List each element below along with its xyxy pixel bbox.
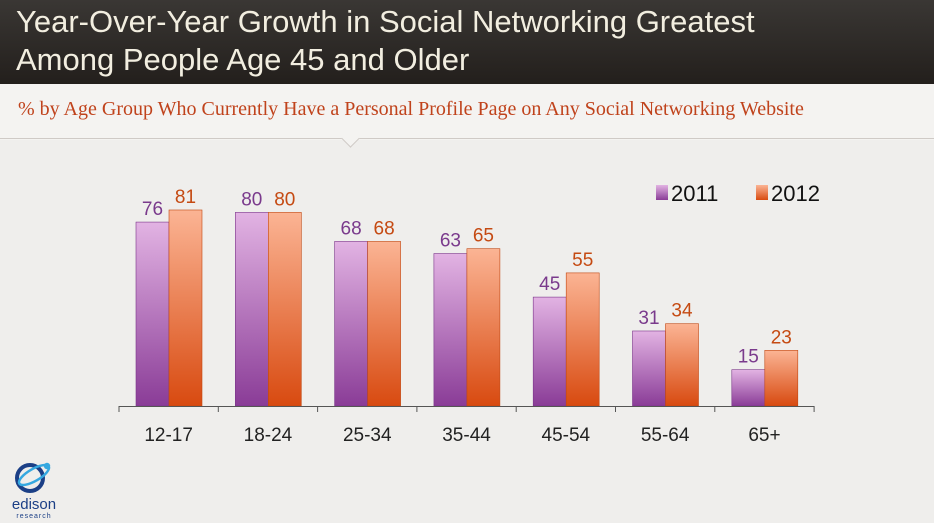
- value-label-2011-18-24: 80: [241, 189, 262, 210]
- value-label-2011-65+: 15: [738, 347, 759, 368]
- chart-title-line-2: Among People Age 45 and Older: [16, 42, 470, 77]
- value-label-2011-25-34: 68: [341, 218, 362, 239]
- subtitle-band: [0, 84, 934, 140]
- value-label-2011-35-44: 63: [440, 231, 461, 252]
- logo-wordmark: edison: [11, 496, 57, 513]
- legend-swatch-2012: [756, 185, 768, 200]
- subtitle-divider: [0, 138, 934, 139]
- bar-2012-65+: [764, 350, 799, 407]
- bar-2011-35-44: [433, 253, 468, 407]
- logo-tagline: research: [16, 513, 52, 520]
- x-tick-label-35-44: 35-44: [442, 425, 491, 446]
- edison-globe-icon: [15, 462, 51, 493]
- value-label-2012-12-17: 81: [175, 187, 196, 208]
- value-label-2012-35-44: 65: [473, 226, 494, 247]
- title-bar: Year-Over-Year Growth in Social Networki…: [0, 0, 934, 84]
- x-tick-label-45-54: 45-54: [542, 425, 591, 446]
- chart-title-line-1: Year-Over-Year Growth in Social Networki…: [16, 4, 755, 39]
- x-tick-label-18-24: 18-24: [244, 425, 293, 446]
- bar-2011-18-24: [235, 212, 269, 407]
- bar-2012-18-24: [267, 212, 302, 407]
- bar-2011-65+: [731, 369, 766, 407]
- legend-swatch-2011: [656, 185, 668, 200]
- bar-2012-35-44: [466, 248, 501, 407]
- legend: 2011 2012: [656, 181, 820, 206]
- bar-2011-25-34: [334, 241, 368, 407]
- value-label-2012-18-24: 80: [274, 189, 295, 210]
- bar-2012-12-17: [168, 209, 203, 407]
- x-tick-label-25-34: 25-34: [343, 425, 392, 446]
- bar-2012-55-64: [665, 323, 699, 407]
- legend-label-2012: 2012: [771, 181, 820, 206]
- value-label-2012-45-54: 55: [572, 250, 593, 271]
- bar-2011-55-64: [632, 330, 666, 407]
- value-label-2012-65+: 23: [771, 327, 792, 348]
- bar-2011-12-17: [135, 221, 170, 407]
- bar-2012-25-34: [367, 241, 401, 407]
- x-tick-label-12-17: 12-17: [144, 425, 193, 446]
- value-label-2011-45-54: 45: [539, 274, 560, 295]
- value-label-2011-55-64: 31: [638, 308, 659, 329]
- x-tick-label-65+: 65+: [748, 425, 780, 446]
- legend-label-2011: 2011: [671, 181, 718, 206]
- bar-2011-45-54: [532, 296, 567, 407]
- chart-title: Year-Over-Year Growth in Social Networki…: [16, 3, 916, 79]
- x-tick-label-55-64: 55-64: [641, 425, 690, 446]
- chart-subtitle: % by Age Group Who Currently Have a Pers…: [18, 98, 804, 120]
- value-label-2011-12-17: 76: [142, 199, 163, 220]
- bar-2012-45-54: [565, 272, 600, 407]
- value-label-2012-55-64: 34: [671, 301, 693, 322]
- value-label-2012-25-34: 68: [374, 218, 395, 239]
